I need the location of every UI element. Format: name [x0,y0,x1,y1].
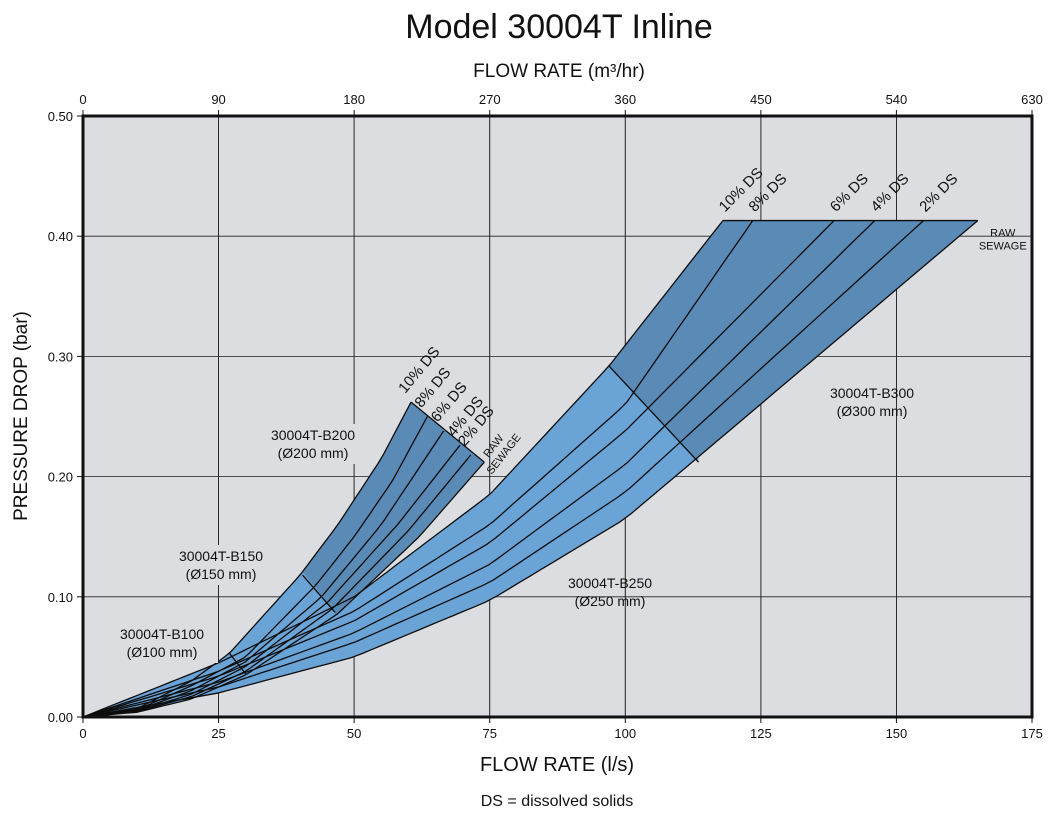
model-boundary-1 [228,652,247,675]
y-axis-label: PRESSURE DROP (bar) [11,311,32,521]
footnote: DS = dissolved solids [481,793,634,810]
small-band-cap [410,401,485,463]
x-tick-label: 125 [750,726,772,741]
top-x-tick-label: 450 [750,92,772,107]
plot-background [83,116,1032,717]
model-name-30004t-b150: 30004T-B150 [179,548,263,564]
curve-small-10-ds [82,401,412,718]
model-label-bg [106,623,218,663]
x-tick-label: 150 [886,726,908,741]
top-axis-label: FLOW RATE (m³/hr) [473,61,645,82]
plot-area: 0 25 50 75 100 125 150 175 0 90 180 270 360 450 540 630… [48,92,1043,741]
model-diameter-30004t-b250: (Ø250 mm) [575,593,646,609]
x-tick-label: 50 [347,726,361,741]
model-name-30004t-b250: 30004T-B250 [568,575,652,591]
region-b250 [83,366,699,717]
model-diameter-30004t-b300: (Ø300 mm) [837,403,908,419]
model-diameter-30004t-b150: (Ø150 mm) [186,566,257,582]
y-tick-label: 0.50 [48,109,73,124]
chart-title: Model 30004T Inline [405,8,712,46]
raw-sewage-large-line2: SEWAGE [979,241,1027,253]
region-b200 [83,402,485,717]
model-boundary-2 [302,574,336,613]
x-tick-label: 75 [482,726,496,741]
model-label-bg [257,424,369,464]
y-tick-label: 0.20 [48,470,73,485]
top-x-tick-label: 270 [479,92,501,107]
model-label-bg [165,545,277,585]
top-x-tick-label: 180 [343,92,365,107]
curve-large-6-ds [82,220,835,718]
model-name-30004t-b300: 30004T-B300 [830,385,914,401]
top-x-tick-label: 540 [886,92,908,107]
x-tick-label: 0 [79,726,86,741]
x-axis-label: FLOW RATE (l/s) [480,754,634,776]
raw-sewage-large-line1: RAW [990,228,1016,240]
y-tick-label: 0.30 [48,349,73,364]
curve-large-2-ds [82,220,924,718]
curve-large-8-ds [82,220,754,718]
model-boundary-3 [608,365,699,463]
plot-frame [81,114,1034,719]
y-tick-label: 0.40 [48,229,73,244]
y-tick-label: 0.10 [48,590,73,605]
top-x-tick-label: 0 [79,92,86,107]
curve-large-raw-sewage [82,220,979,718]
x-tick-label: 25 [211,726,225,741]
curve-large-4-ds [82,220,876,718]
x-tick-label: 175 [1021,726,1043,741]
top-x-tick-label: 360 [614,92,636,107]
model-diameter-30004t-b100: (Ø100 mm) [127,644,198,660]
model-name-30004t-b100: 30004T-B100 [120,626,204,642]
curve-small-6-ds [82,430,445,718]
region-b150 [83,571,336,717]
x-tick-label: 100 [614,726,636,741]
curve-small-4-ds [82,444,461,718]
model-diameter-30004t-b200: (Ø200 mm) [278,445,349,461]
y-tick-label: 0.00 [48,710,73,725]
top-x-tick-label: 90 [211,92,225,107]
curve-small-2-ds [82,454,472,718]
curve-small-8-ds [82,416,428,718]
model-name-30004t-b200: 30004T-B200 [271,427,355,443]
curve-large-10-ds [82,220,724,718]
top-x-tick-label: 630 [1021,92,1043,107]
